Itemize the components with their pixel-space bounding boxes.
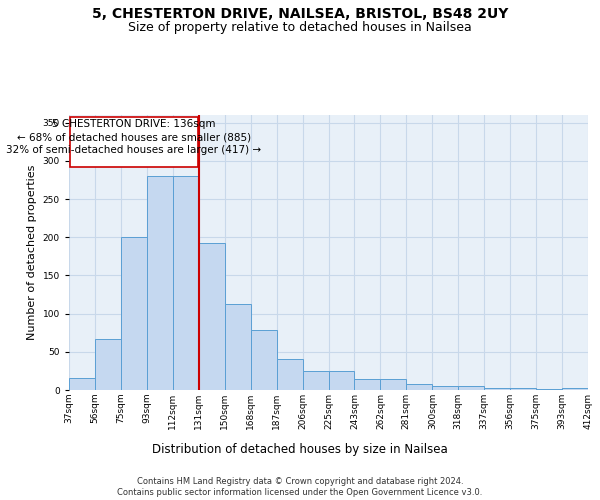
Bar [121, 237, 147, 390]
Bar [173, 176, 199, 390]
Bar [69, 378, 95, 390]
Text: 5, CHESTERTON DRIVE, NAILSEA, BRISTOL, BS48 2UY: 5, CHESTERTON DRIVE, NAILSEA, BRISTOL, B… [92, 8, 508, 22]
Bar [277, 360, 302, 390]
Bar [562, 388, 588, 390]
Text: Distribution of detached houses by size in Nailsea: Distribution of detached houses by size … [152, 442, 448, 456]
Text: Contains HM Land Registry data © Crown copyright and database right 2024.
Contai: Contains HM Land Registry data © Crown c… [118, 478, 482, 497]
Bar [458, 386, 484, 390]
Bar [510, 388, 536, 390]
Bar [147, 176, 173, 390]
Bar [484, 388, 510, 390]
Y-axis label: Number of detached properties: Number of detached properties [27, 165, 37, 340]
Bar [329, 371, 355, 390]
Bar [406, 384, 432, 390]
Bar [95, 339, 121, 390]
Bar [536, 389, 562, 390]
Text: 5 CHESTERTON DRIVE: 136sqm
← 68% of detached houses are smaller (885)
32% of sem: 5 CHESTERTON DRIVE: 136sqm ← 68% of deta… [7, 119, 262, 155]
Bar [199, 242, 224, 390]
Bar [380, 380, 406, 390]
Bar [302, 371, 329, 390]
Bar [355, 380, 380, 390]
Bar [433, 386, 458, 390]
Bar [225, 304, 251, 390]
FancyBboxPatch shape [70, 118, 198, 167]
Text: Size of property relative to detached houses in Nailsea: Size of property relative to detached ho… [128, 21, 472, 34]
Bar [251, 330, 277, 390]
